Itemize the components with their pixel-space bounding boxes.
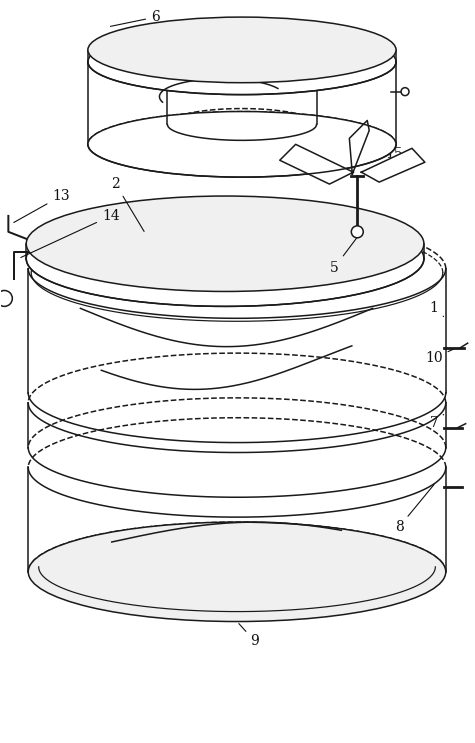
Text: 12: 12 <box>0 742 1 743</box>
Text: 11: 11 <box>0 742 1 743</box>
Polygon shape <box>280 144 353 184</box>
Ellipse shape <box>88 17 396 82</box>
Text: 15: 15 <box>385 147 409 161</box>
Circle shape <box>401 88 409 96</box>
Ellipse shape <box>167 46 316 78</box>
Text: 9: 9 <box>239 623 259 649</box>
Ellipse shape <box>28 522 446 622</box>
Circle shape <box>0 291 12 306</box>
Bar <box>28 269 446 393</box>
Ellipse shape <box>88 29 396 94</box>
Polygon shape <box>349 120 369 174</box>
Text: 10: 10 <box>425 349 453 365</box>
Text: 14: 14 <box>21 209 120 258</box>
Ellipse shape <box>88 111 396 177</box>
Circle shape <box>352 226 363 238</box>
Polygon shape <box>361 149 425 182</box>
Text: 1: 1 <box>429 302 444 317</box>
Text: 7: 7 <box>429 415 444 429</box>
Text: 13: 13 <box>14 189 70 222</box>
Ellipse shape <box>26 196 424 291</box>
Text: 6: 6 <box>111 10 160 26</box>
Ellipse shape <box>26 211 424 306</box>
Text: 2: 2 <box>111 177 144 231</box>
Text: 8: 8 <box>395 484 434 534</box>
Text: 5: 5 <box>330 234 360 275</box>
